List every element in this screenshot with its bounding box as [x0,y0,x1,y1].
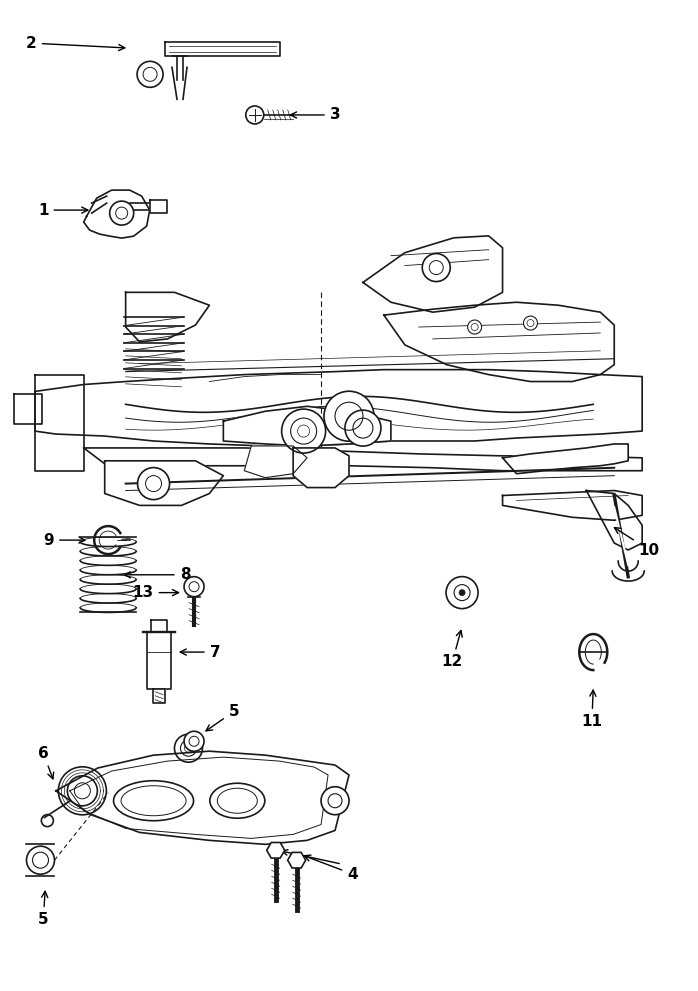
Text: 5: 5 [38,891,49,928]
Polygon shape [149,200,167,213]
Polygon shape [244,446,307,478]
Circle shape [422,254,450,281]
Text: 6: 6 [38,745,54,779]
Circle shape [174,734,202,762]
Circle shape [321,787,349,815]
Polygon shape [293,448,349,488]
Polygon shape [35,370,642,446]
Polygon shape [35,375,84,471]
Polygon shape [384,302,614,382]
Polygon shape [84,448,642,471]
Polygon shape [503,444,628,474]
Text: 12: 12 [442,630,463,670]
Polygon shape [151,620,167,632]
Polygon shape [165,42,280,56]
Polygon shape [56,751,349,844]
Text: 4: 4 [304,855,358,882]
Polygon shape [84,190,149,238]
Ellipse shape [114,781,193,821]
Text: 2: 2 [26,36,125,51]
Text: 11: 11 [581,690,602,729]
Polygon shape [267,842,285,858]
Circle shape [345,410,381,446]
Polygon shape [223,406,391,446]
Text: 1: 1 [38,202,88,218]
Text: 13: 13 [133,585,179,601]
Circle shape [459,590,465,596]
Ellipse shape [210,783,265,819]
Text: 9: 9 [43,532,85,548]
Circle shape [184,577,204,597]
Polygon shape [153,689,165,703]
Polygon shape [147,632,171,689]
Text: 7: 7 [180,644,221,660]
Circle shape [324,391,374,441]
Text: 5: 5 [206,704,239,731]
Polygon shape [126,292,209,342]
Circle shape [27,846,54,874]
Circle shape [246,106,264,124]
Polygon shape [503,491,642,520]
Text: 3: 3 [290,107,341,123]
Polygon shape [363,236,503,312]
Circle shape [468,320,482,334]
Circle shape [281,409,326,453]
Text: 8: 8 [124,567,191,583]
Polygon shape [14,394,42,424]
Polygon shape [105,461,223,505]
Circle shape [137,61,163,87]
Circle shape [184,731,204,751]
Circle shape [59,767,106,815]
Text: 10: 10 [614,527,660,558]
Circle shape [446,577,478,608]
Circle shape [110,201,134,225]
Circle shape [524,316,537,330]
Circle shape [138,468,170,499]
Polygon shape [586,491,642,550]
Polygon shape [288,852,306,868]
